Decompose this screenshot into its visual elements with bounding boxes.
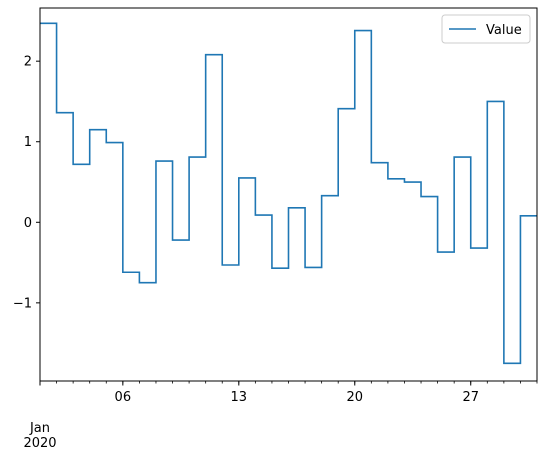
- legend: Value: [441, 14, 531, 44]
- x-tick-label: 06: [115, 390, 132, 405]
- x-tick-label: 27: [462, 390, 479, 405]
- axes-frame: [39, 7, 538, 382]
- x-axis: 06 13 20 27: [39, 381, 538, 405]
- legend-entry-value: Value: [486, 23, 522, 38]
- x-tick-label: 13: [231, 390, 248, 405]
- y-tick-label: 2: [24, 55, 32, 70]
- x-tick-label: 20: [346, 390, 363, 405]
- y-tick-label: 0: [24, 216, 32, 231]
- legend-box: [441, 14, 531, 44]
- x-axis-month-label: Jan: [29, 421, 50, 436]
- series-line-value: [40, 22, 537, 365]
- y-axis: −1 0 1 2: [13, 55, 40, 311]
- x-axis-year-label: 2020: [23, 436, 56, 451]
- y-tick-label: 1: [24, 135, 32, 150]
- y-tick-label: −1: [13, 296, 32, 311]
- plot-area: [40, 22, 537, 365]
